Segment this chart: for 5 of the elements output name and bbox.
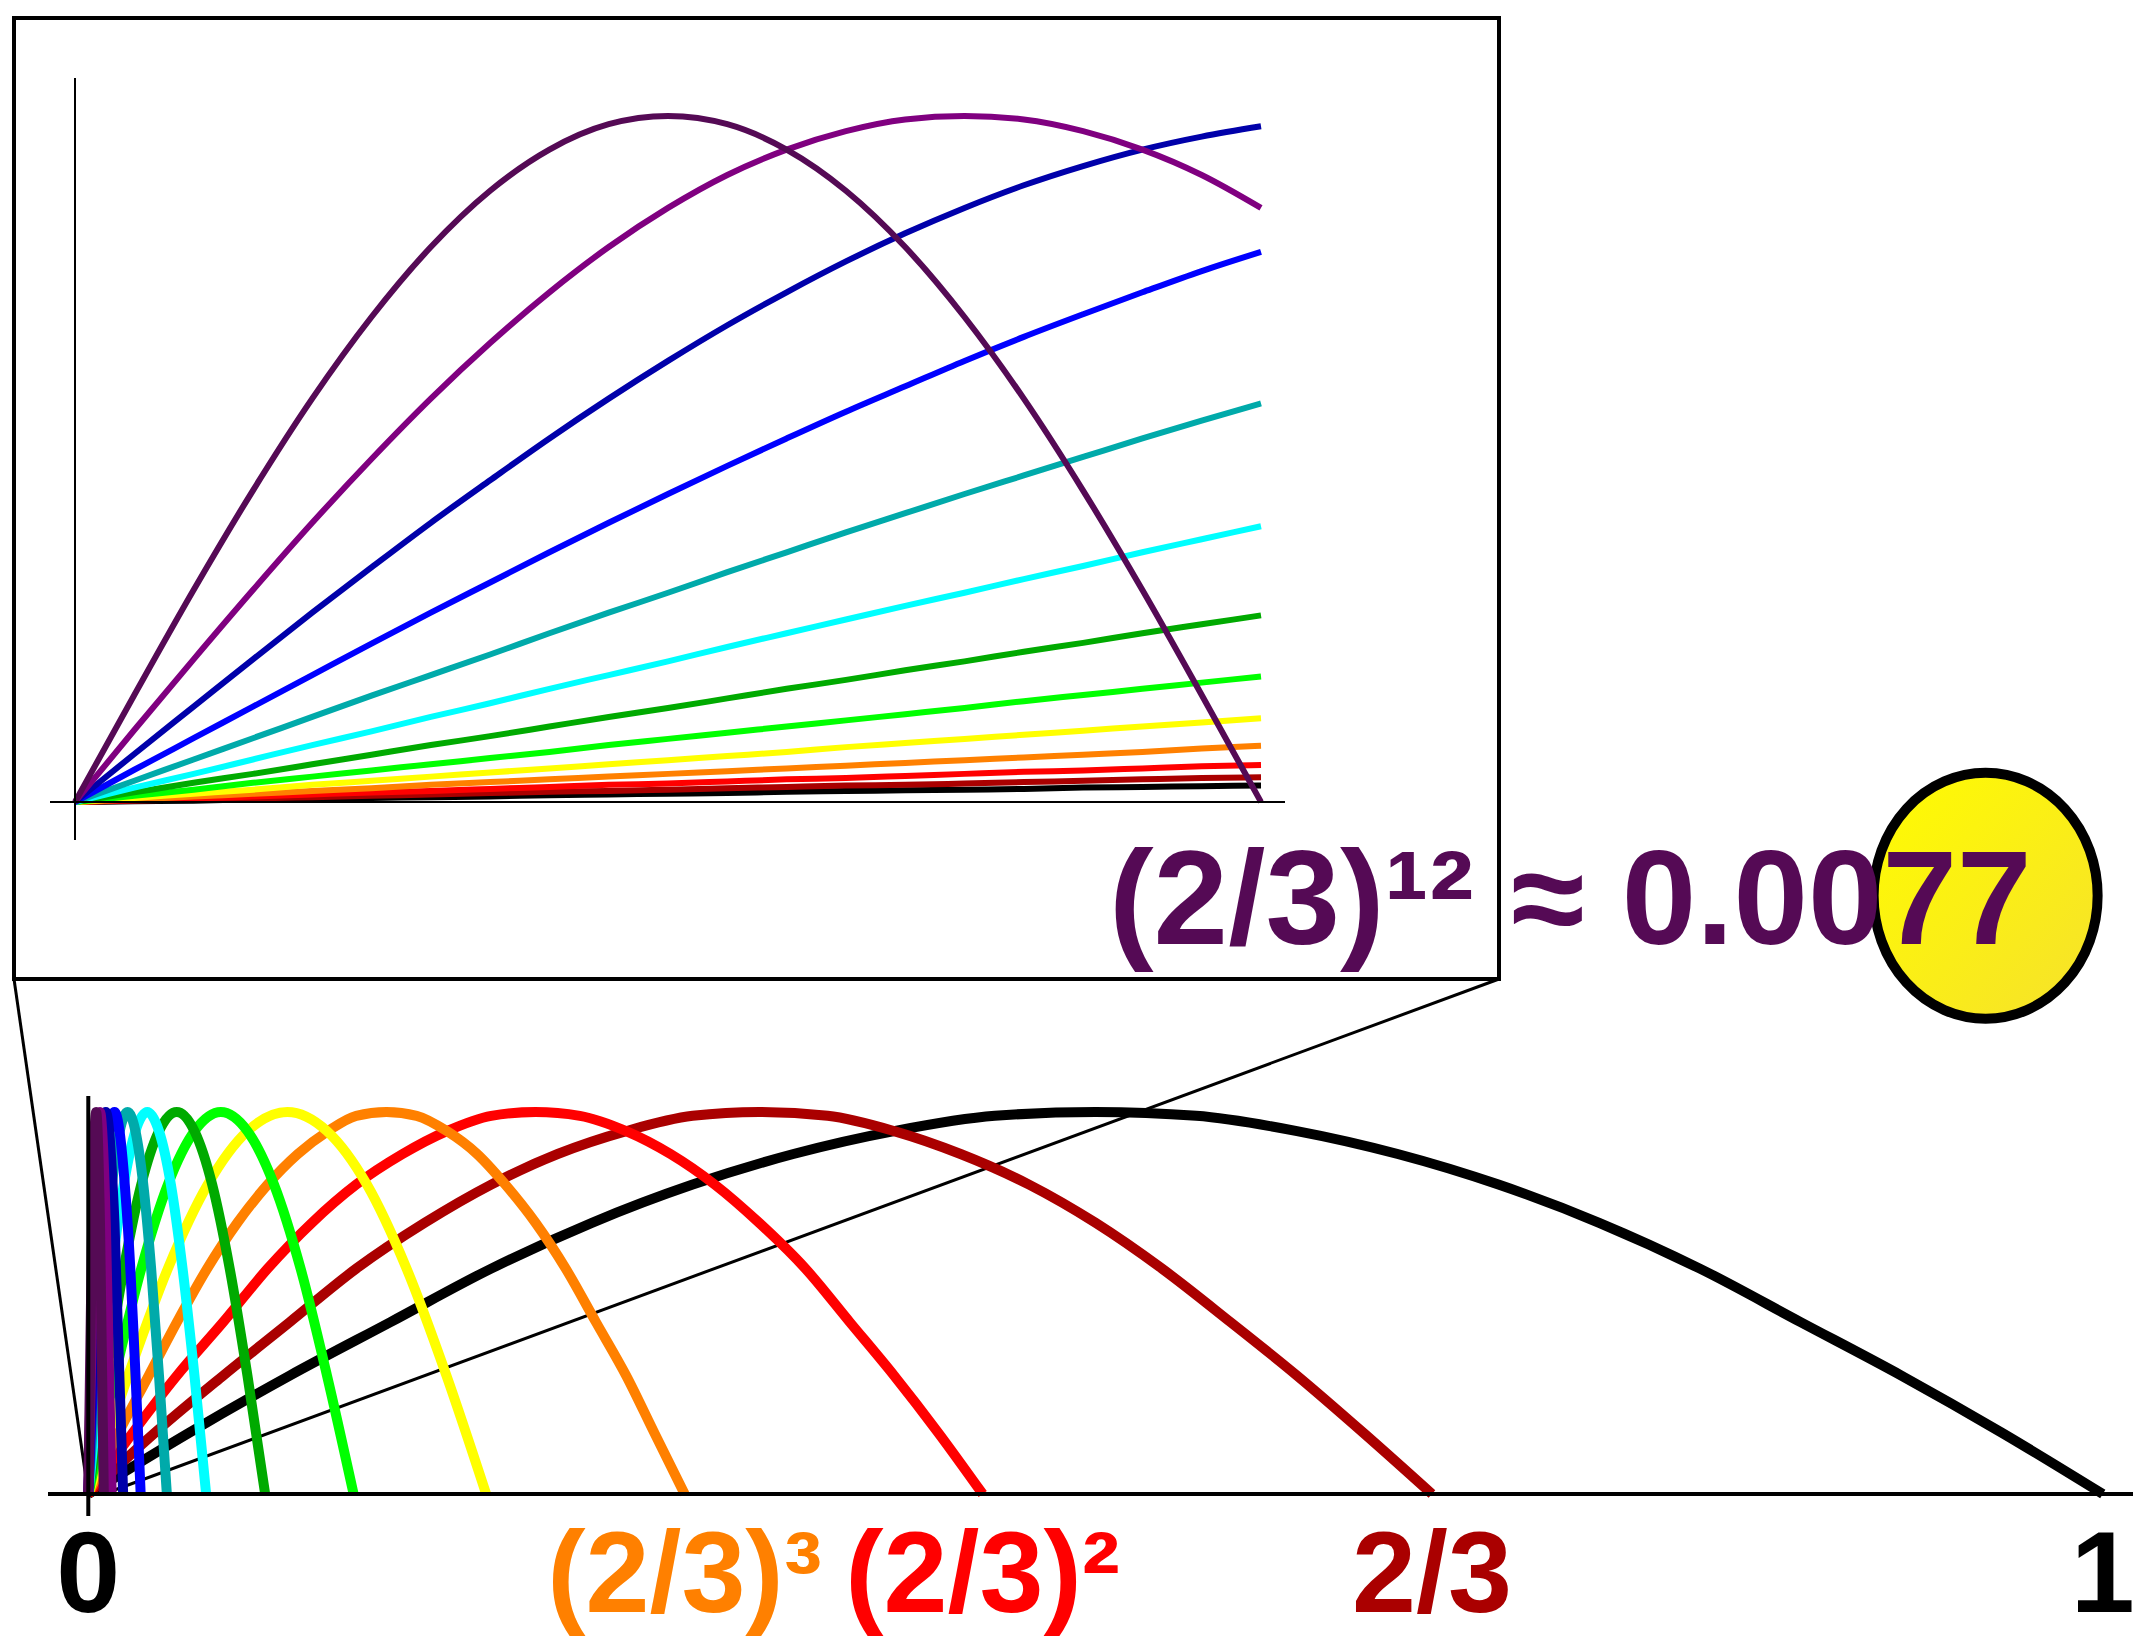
x-tick-label: 0 [56, 1508, 121, 1636]
x-tick-label: 2/3 [1352, 1508, 1512, 1636]
x-tick-label: (2/3)² [845, 1508, 1121, 1636]
x-tick-label: 1 [2070, 1508, 2135, 1636]
x-tick-label: (2/3)³ [547, 1508, 822, 1636]
